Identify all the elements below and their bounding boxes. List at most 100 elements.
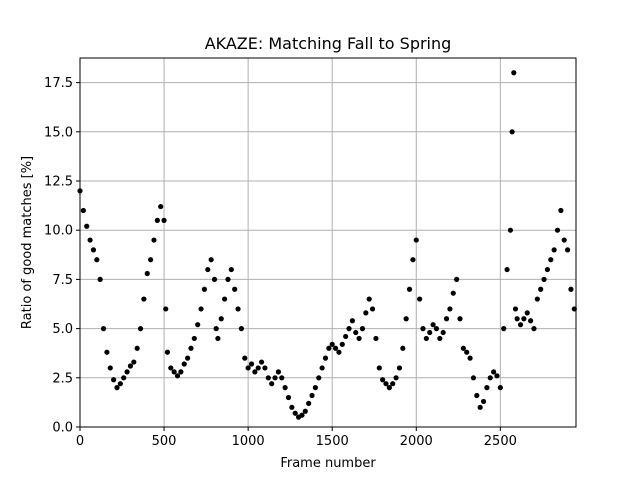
data-point <box>163 306 169 312</box>
data-point <box>299 412 305 418</box>
data-point <box>80 207 86 214</box>
data-point <box>242 355 248 361</box>
data-point <box>316 375 322 381</box>
data-point <box>447 306 453 312</box>
data-point <box>302 408 308 414</box>
data-point <box>369 306 376 312</box>
data-point <box>524 310 530 316</box>
data-point <box>312 385 318 391</box>
data-point <box>205 266 211 273</box>
data-point <box>174 373 181 379</box>
data-point <box>417 296 423 302</box>
x-tick-label: 0 <box>76 434 84 449</box>
data-point <box>484 385 490 391</box>
data-point <box>84 223 90 229</box>
data-point <box>390 381 396 387</box>
data-point <box>346 326 352 332</box>
data-point <box>507 227 514 233</box>
data-point <box>107 365 113 371</box>
data-point <box>349 318 355 324</box>
data-point <box>433 326 440 332</box>
chart-title: AKAZE: Matching Fall to Spring <box>205 34 452 53</box>
ticks-layer: 0 500 1000 1500 2000 2500 0.0 2.5 5.0 7.5 10.0 12.5… <box>44 76 517 449</box>
data-point <box>403 316 409 322</box>
data-point <box>255 365 261 371</box>
data-point <box>141 296 147 302</box>
data-point <box>134 345 140 351</box>
data-point <box>353 329 359 336</box>
data-point <box>292 410 298 416</box>
data-point <box>232 286 238 292</box>
data-point <box>343 333 349 340</box>
data-point <box>393 375 399 381</box>
data-point <box>512 306 519 312</box>
points-layer <box>77 70 577 420</box>
data-point <box>380 377 386 383</box>
data-point <box>339 341 345 347</box>
y-tick-label: 0.0 <box>52 421 73 436</box>
data-point <box>511 70 517 76</box>
data-point <box>474 392 480 399</box>
data-point <box>185 355 191 361</box>
data-point <box>90 247 97 253</box>
data-point <box>171 369 177 375</box>
data-point <box>218 316 224 322</box>
data-point <box>491 369 497 375</box>
data-point <box>211 276 218 282</box>
data-point <box>215 335 221 342</box>
data-point <box>245 365 251 371</box>
data-point <box>467 355 473 361</box>
x-tick-label: 1000 <box>232 434 265 449</box>
data-point <box>477 404 483 410</box>
data-point <box>195 322 201 328</box>
data-point <box>464 349 470 355</box>
x-tick-label: 2000 <box>400 434 433 449</box>
data-point <box>265 375 271 381</box>
data-point <box>208 257 214 263</box>
data-point <box>366 296 372 302</box>
data-point <box>221 296 228 302</box>
y-axis-label: Ratio of good matches [%] <box>20 156 35 329</box>
data-point <box>373 335 379 342</box>
data-point <box>443 316 450 322</box>
data-point <box>94 257 100 263</box>
data-point <box>248 361 255 367</box>
data-point <box>531 326 537 332</box>
data-point <box>548 257 554 263</box>
data-point <box>509 129 515 135</box>
y-tick-label: 2.5 <box>52 371 73 386</box>
data-point <box>326 345 332 351</box>
data-point <box>124 369 130 375</box>
data-point <box>87 237 93 243</box>
data-point <box>494 373 500 379</box>
data-point <box>551 247 557 253</box>
data-point <box>97 276 103 282</box>
data-point <box>528 318 534 324</box>
data-point <box>168 365 174 371</box>
plot-frame <box>79 57 577 428</box>
data-point <box>319 365 325 371</box>
data-point <box>497 385 503 391</box>
data-point <box>568 286 574 292</box>
x-tick-label: 500 <box>152 434 177 449</box>
data-point <box>228 266 234 273</box>
data-point <box>504 266 510 273</box>
data-point <box>420 326 426 332</box>
data-point <box>457 316 463 322</box>
data-point <box>201 286 208 292</box>
data-point <box>332 345 339 351</box>
data-point <box>538 286 544 292</box>
data-point <box>554 227 561 233</box>
data-point <box>275 369 281 375</box>
data-point <box>306 400 312 406</box>
data-point <box>258 359 265 365</box>
data-point <box>252 369 258 375</box>
data-point <box>269 381 275 387</box>
data-point <box>440 329 446 336</box>
data-point <box>213 326 219 332</box>
data-point <box>127 363 134 369</box>
data-point <box>517 322 524 328</box>
x-axis-label: Frame number <box>280 456 376 471</box>
